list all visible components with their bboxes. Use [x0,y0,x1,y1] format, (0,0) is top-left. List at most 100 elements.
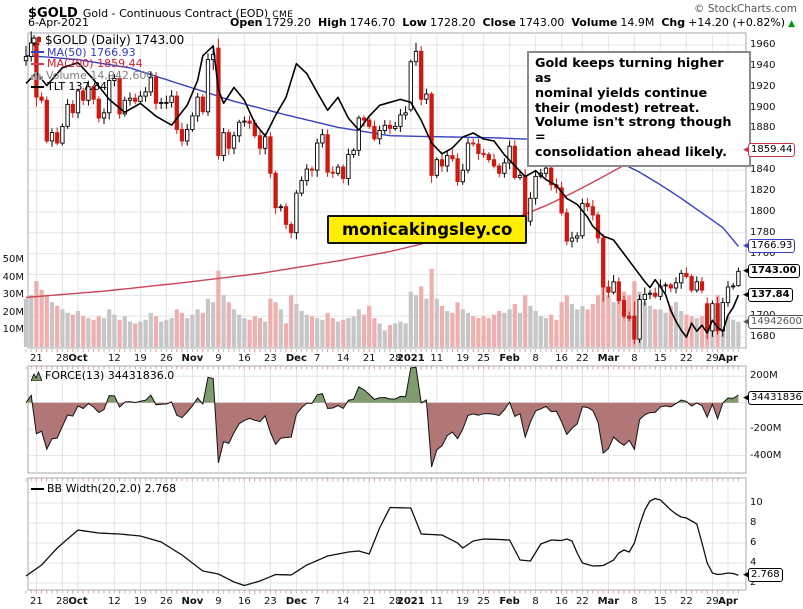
volume-bars-icon [31,71,43,80]
candle [86,86,91,101]
watermark-monicakingsley: monicakingsley.co [327,215,528,244]
volume-bar [642,302,647,347]
volume-bar [393,323,398,347]
date-axis-tick: 8 [631,595,638,607]
volume-bar [289,295,294,347]
candle [647,292,653,295]
candle [247,120,252,124]
volume-bar [387,325,393,347]
candle [221,132,226,156]
panel-border [27,32,747,349]
candle [512,145,517,178]
date-axis-tick: Feb [499,595,520,607]
date-axis-tick: Dec [285,595,307,607]
candle [439,159,445,167]
volume-bar [153,316,159,347]
volume-bar [731,319,736,347]
volume-bar [460,309,465,347]
quote-key: Low [402,16,427,29]
date-axis-tick: 22 [680,353,693,364]
volume-bar [179,312,185,347]
volume-bar [528,305,533,347]
label-arrow-icon: ◀ [743,266,749,275]
date-axis-tick: 23 [264,353,277,364]
candle [70,103,75,114]
bb-width-line [25,497,739,587]
volume-bar [23,298,29,347]
date-axis-tick: 29 [706,595,719,607]
candle [476,143,481,154]
volume-bar [216,270,221,347]
candle [81,90,86,101]
candle [549,167,554,186]
candle [642,293,647,300]
date-axis-tick: 25 [477,595,490,607]
volume-bar [169,318,174,347]
candle [491,159,497,167]
candle [278,206,283,209]
candle [65,103,70,127]
candle [185,129,190,142]
volume-bar [278,309,283,347]
candle [543,167,549,174]
volume-bar [580,305,585,347]
volume-bar [325,312,330,347]
candle [148,76,153,93]
date-axis-tick: Apr [718,353,738,364]
ma200-line-icon [31,62,44,65]
candle [23,56,29,62]
quote-key: Close [482,16,516,29]
candle [679,272,684,284]
date-axis-tick: Nov [181,353,204,364]
legend-force-label: FORCE(13) 34431836.0 [45,369,175,382]
volume-bar [377,323,382,347]
volume-axis-tick: 40M [2,271,24,283]
volume-bar [309,316,315,347]
force-indicator-icon [31,370,42,381]
value-label-2.768: ◀ 2.768 [743,568,783,583]
volume-bar [138,321,143,347]
bb-axis-tick: 2 [750,577,757,588]
candle [153,76,159,104]
candle [346,154,351,179]
price-axis-tick: 1900 [750,101,776,113]
volume-bar [450,312,455,347]
candle [668,284,673,289]
candle [304,168,309,182]
value-label-34431836: ◀ 34431836 [743,391,803,406]
price-axis-tick: 1940 [750,59,776,71]
candle [559,187,564,214]
date-axis-tick: 12 [108,353,121,364]
volume-bar [96,316,101,347]
volume-bar [164,319,169,347]
date-axis-tick: 8 [631,353,638,364]
date-axis-tick: 7 [314,595,321,607]
candle [533,175,538,199]
candle [330,171,335,174]
volume-bar [439,305,445,347]
candle [179,129,185,142]
candle [159,101,164,104]
candle [408,61,413,111]
candle [335,166,341,174]
volume-bar [668,305,673,347]
date-axis-tick: Mar [597,595,620,607]
candle [715,303,720,332]
candle [502,162,507,174]
ma200-line [25,147,739,299]
value-label-1743.00: ◀ 1743.00 [743,264,800,279]
date-axis-tick: 11 [430,353,444,364]
legend-bb-label: BB Width(20,2.0) 2.768 [47,482,177,495]
date-axis-tick: 14 [336,353,350,364]
legend-symbol-row: $GOLD (Daily) 1743.00 [31,34,184,47]
volume-bar [315,318,320,347]
candle [299,180,304,194]
volume-bar [101,318,107,347]
volume-bar [486,318,491,347]
candle [49,132,55,142]
candle [606,286,611,293]
bb-axis-tick: 10 [750,497,763,508]
candle [127,97,133,101]
candle [283,206,289,225]
volume-bar [29,295,34,347]
